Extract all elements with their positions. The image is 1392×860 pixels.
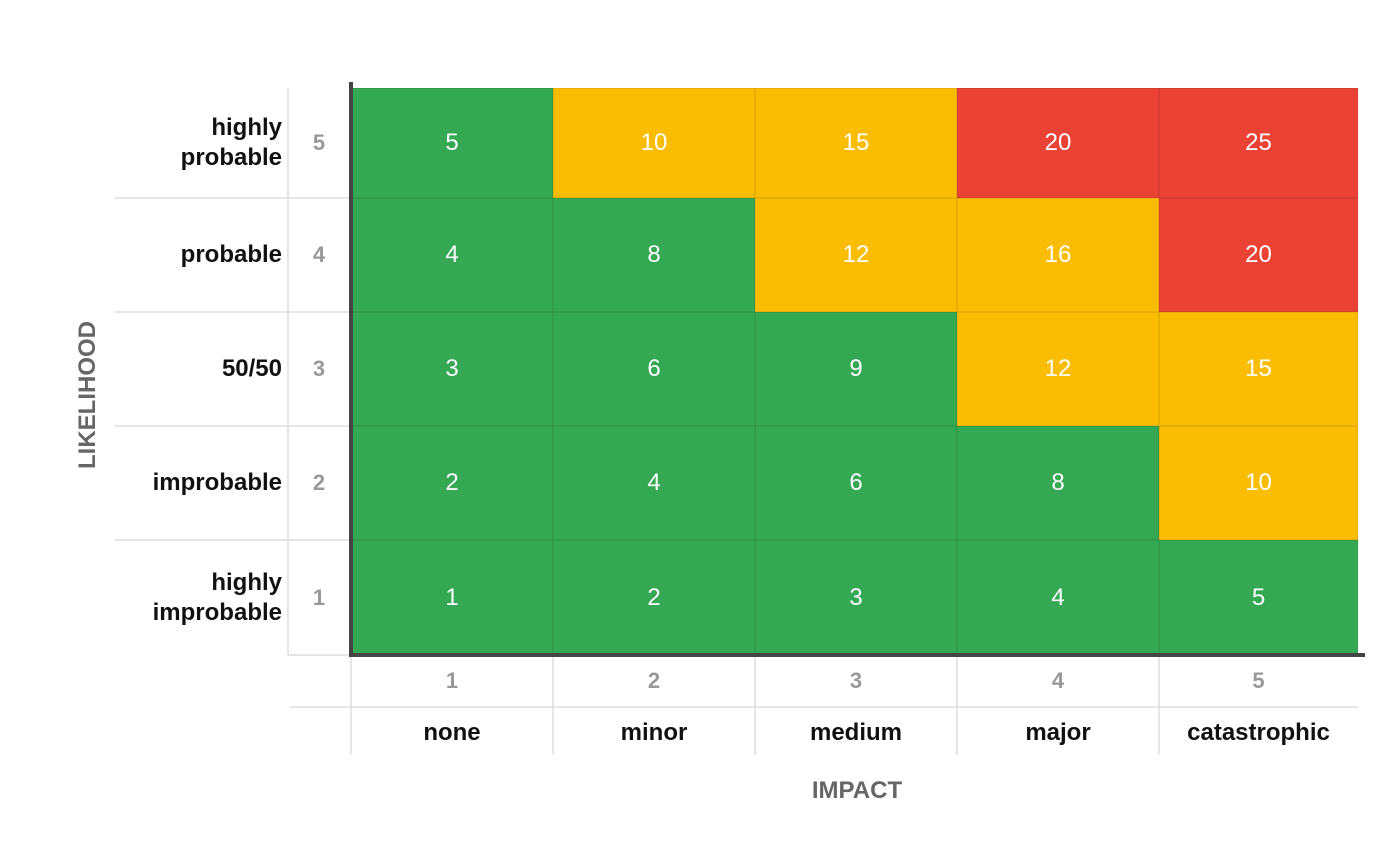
row-number: 1	[312, 584, 326, 610]
risk-cell: 25	[1159, 88, 1358, 198]
risk-cell: 6	[553, 312, 755, 426]
row-label: highly probable	[180, 114, 282, 171]
column-number: 5	[1252, 668, 1265, 693]
column-label: catastrophic	[1187, 719, 1330, 746]
risk-cell: 5	[1159, 540, 1358, 655]
risk-cell: 2	[553, 540, 755, 655]
row-label: 50/50	[221, 355, 282, 382]
risk-cell: 8	[957, 426, 1159, 540]
row-number: 5	[312, 130, 326, 155]
risk-cell: 4	[957, 540, 1159, 655]
risk-cell: 3	[755, 540, 957, 655]
risk-cell: 1	[351, 540, 553, 655]
risk-cell: 8	[553, 198, 755, 312]
risk-cell: 3	[351, 312, 553, 426]
column-label: medium	[809, 719, 902, 746]
row-number: 3	[312, 356, 326, 381]
column-label: minor	[620, 719, 688, 746]
column-number: 1	[445, 668, 459, 693]
row-number: 4	[312, 242, 326, 267]
row-label: improbable	[152, 469, 282, 496]
risk-cell: 15	[1159, 312, 1358, 426]
risk-cell: 16	[957, 198, 1159, 312]
row-label: highly improbable	[152, 568, 282, 626]
risk-cell: 4	[351, 198, 553, 312]
column-label: none	[423, 719, 481, 746]
risk-cell: 20	[957, 88, 1159, 198]
risk-cell: 4	[553, 426, 755, 540]
risk-cell: 15	[755, 88, 957, 198]
risk-cell: 20	[1159, 198, 1358, 312]
column-number: 2	[647, 668, 661, 693]
risk-cell: 2	[351, 426, 553, 540]
risk-cell: 5	[351, 88, 553, 198]
column-number: 4	[1051, 668, 1065, 693]
risk-cell: 12	[957, 312, 1159, 426]
column-number: 3	[849, 668, 863, 693]
risk-cell: 9	[755, 312, 957, 426]
x-title: IMPACT	[811, 777, 903, 804]
row-number: 2	[312, 470, 326, 495]
column-label: major	[1025, 719, 1091, 746]
row-label: probable	[180, 241, 282, 268]
risk-cell: 6	[755, 426, 957, 540]
risk-cell: 12	[755, 198, 957, 312]
risk-cell: 10	[1159, 426, 1358, 540]
risk-cell: 10	[553, 88, 755, 198]
